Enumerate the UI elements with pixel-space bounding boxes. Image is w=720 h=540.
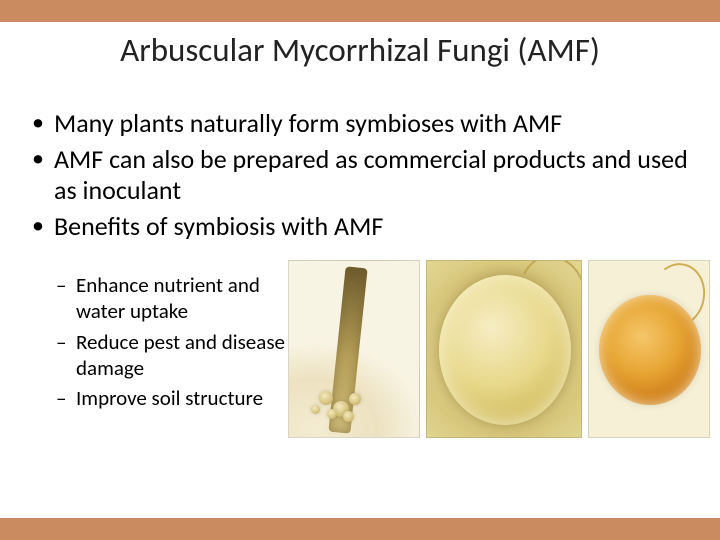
micrograph-image bbox=[288, 260, 420, 438]
sub-bullet-text: Reduce pest and disease damage bbox=[76, 329, 285, 381]
image-row bbox=[288, 260, 714, 438]
sub-bullet-item: Improve soil structure bbox=[56, 385, 286, 411]
bullet-item: AMF can also be prepared as commercial p… bbox=[30, 144, 690, 207]
bullet-text: Many plants naturally form symbioses wit… bbox=[54, 107, 562, 139]
accent-bar-top bbox=[0, 0, 720, 22]
sub-bullet-item: Enhance nutrient and water uptake bbox=[56, 272, 286, 325]
main-bullet-list: Many plants naturally form symbioses wit… bbox=[30, 108, 690, 247]
accent-bar-bottom bbox=[0, 518, 720, 540]
bullet-item: Many plants naturally form symbioses wit… bbox=[30, 108, 690, 140]
sub-bullet-list: Enhance nutrient and water uptake Reduce… bbox=[56, 272, 286, 415]
slide-title: Arbuscular Mycorrhizal Fungi (AMF) bbox=[0, 30, 720, 70]
bullet-text: AMF can also be prepared as commercial p… bbox=[54, 143, 688, 207]
bullet-item: Benefits of symbiosis with AMF bbox=[30, 211, 690, 243]
sub-bullet-text: Improve soil structure bbox=[76, 385, 263, 411]
bullet-text: Benefits of symbiosis with AMF bbox=[54, 210, 383, 242]
sub-bullet-text: Enhance nutrient and water uptake bbox=[76, 272, 260, 324]
micrograph-image bbox=[426, 260, 582, 438]
micrograph-image bbox=[588, 260, 710, 438]
sub-bullet-item: Reduce pest and disease damage bbox=[56, 329, 286, 382]
